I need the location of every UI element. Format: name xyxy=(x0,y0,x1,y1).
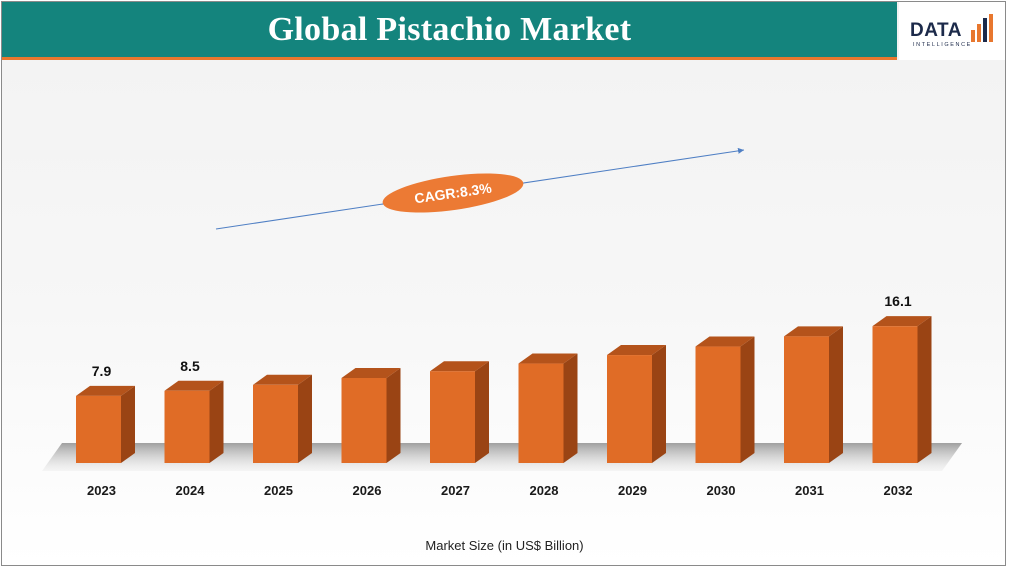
logo-text: DATA xyxy=(910,20,962,41)
logo-bars-icon xyxy=(971,14,993,42)
bar-top xyxy=(430,361,489,372)
bar-side xyxy=(652,345,666,463)
bar-front xyxy=(872,326,918,463)
bar-top xyxy=(518,353,578,364)
bar-side xyxy=(298,374,312,463)
bar-front xyxy=(695,346,741,463)
data-label: 16.1 xyxy=(884,293,911,309)
bar-front xyxy=(253,384,298,463)
bar-front xyxy=(430,371,475,463)
cagr-ellipse xyxy=(382,173,524,213)
x-tick-label: 2028 xyxy=(530,483,559,498)
x-tick-label: 2030 xyxy=(707,483,736,498)
bar-front xyxy=(518,363,564,463)
x-tick-label: 2026 xyxy=(353,483,382,498)
x-tick-label: 2027 xyxy=(441,483,470,498)
x-tick-label: 2031 xyxy=(795,483,824,498)
bar-top xyxy=(607,345,666,356)
bar-top xyxy=(164,380,224,391)
bar-front xyxy=(784,336,829,463)
x-tick-label: 2032 xyxy=(884,483,913,498)
x-axis-title: Market Size (in US$ Billion) xyxy=(425,538,584,553)
bar-front xyxy=(76,395,121,463)
bar-top xyxy=(695,336,755,347)
bar xyxy=(430,361,489,463)
bar-top xyxy=(341,368,401,378)
page-title: Global Pistachio Market xyxy=(267,10,632,48)
x-tick-label: 2025 xyxy=(264,483,293,498)
data-label: 7.9 xyxy=(92,363,112,379)
bar xyxy=(76,385,135,463)
x-tick-label: 2024 xyxy=(176,483,206,498)
bar-front xyxy=(607,355,652,463)
x-tick-label: 2029 xyxy=(618,483,647,498)
bar-side xyxy=(829,326,843,463)
bar-side xyxy=(740,336,755,463)
bar-side xyxy=(386,368,401,463)
title-bar: Global Pistachio Market xyxy=(2,2,897,60)
bar-top xyxy=(784,326,843,337)
bar-front xyxy=(341,378,387,463)
cagr-badge: CAGR:8.3% xyxy=(382,173,524,213)
bar xyxy=(607,345,666,463)
bar-top xyxy=(76,385,135,396)
logo-subtext: INTELLIGENCE xyxy=(913,42,972,48)
bar xyxy=(164,380,224,463)
bar-side xyxy=(563,353,578,463)
bar xyxy=(695,336,755,463)
bar xyxy=(518,353,578,463)
bar-side xyxy=(121,385,135,463)
bar-top xyxy=(872,316,932,327)
bar xyxy=(784,326,843,463)
brand-logo: DATA INTELLIGENCE xyxy=(899,2,1005,60)
bar xyxy=(872,316,932,463)
x-tick-label: 2023 xyxy=(87,483,116,498)
bar xyxy=(341,368,401,463)
bar-side xyxy=(209,380,224,463)
bar-front xyxy=(164,390,210,463)
bar-side xyxy=(917,316,932,463)
bar xyxy=(253,374,312,463)
bar-side xyxy=(475,361,489,463)
bar-top xyxy=(253,374,312,385)
data-label: 8.5 xyxy=(180,358,200,374)
